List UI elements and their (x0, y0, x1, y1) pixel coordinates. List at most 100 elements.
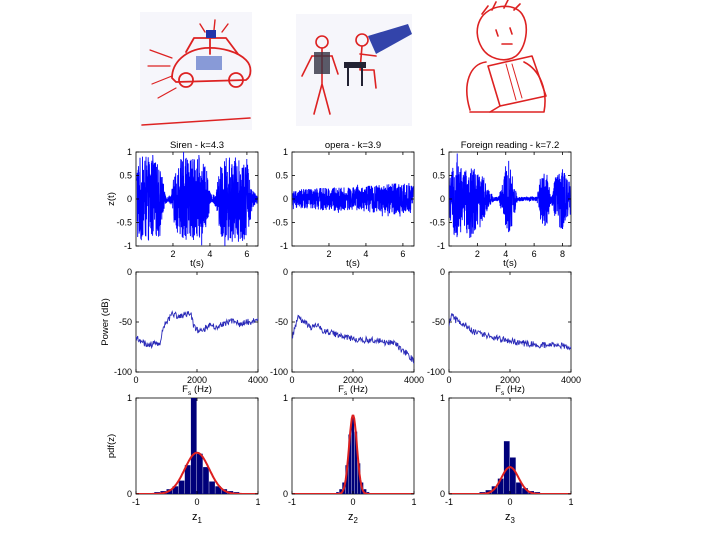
histogram-bar (190, 398, 197, 494)
plot-area (292, 414, 414, 494)
y-ticks: -100 -50 0 (270, 267, 414, 377)
x-axis-label: z3 (505, 511, 516, 525)
histogram-bar (348, 434, 352, 494)
x-tick-label: 0 (133, 375, 138, 385)
x-tick-label: 4 (207, 249, 212, 259)
histogram-bar (197, 453, 203, 494)
y-tick-label: -50 (432, 317, 445, 327)
plot-area (449, 441, 571, 494)
y-tick-label: 1 (127, 393, 132, 403)
siren-sketch (140, 12, 252, 130)
y-tick-label: 0 (440, 194, 445, 204)
x-axis-label: Fs (Hz) (338, 384, 368, 397)
y-ticks: 01 (440, 393, 571, 499)
x-tick-label: -1 (132, 497, 140, 507)
plot-area (136, 398, 258, 494)
axes-frame (448, 271, 572, 373)
x-tick-label: 6 (244, 249, 249, 259)
x-tick-label: 0 (507, 497, 512, 507)
histogram-bar (209, 481, 215, 494)
x-tick-label: 0 (446, 375, 451, 385)
y-tick-label: 0.5 (119, 171, 132, 181)
plot-area (292, 183, 414, 217)
histogram-bar (339, 489, 342, 494)
power-spectrum-line (292, 314, 414, 364)
x-tick-label: 4 (363, 249, 368, 259)
y-tick-label: 0 (283, 194, 288, 204)
y-tick-label: 1 (440, 393, 445, 403)
gaussian-fit-curve (292, 414, 414, 494)
x-tick-label: 2000 (343, 375, 363, 385)
x-tick-label: -1 (288, 497, 296, 507)
x-ticks: 0 2000 4000 (446, 272, 581, 385)
x-axis-label: t(s) (190, 258, 204, 269)
power-spectrum-line (449, 313, 571, 351)
y-tick-label: 0 (440, 489, 445, 499)
y-tick-label: -1 (280, 241, 288, 251)
x-tick-label: 4 (503, 249, 508, 259)
signal-waveform (136, 152, 258, 246)
x-tick-label: 0 (194, 497, 199, 507)
histogram-bar (215, 486, 221, 494)
x-tick-label: 4000 (404, 375, 424, 385)
x-tick-label: -1 (445, 497, 453, 507)
reading-sketch (466, 0, 547, 113)
y-tick-label: -50 (119, 317, 132, 327)
x-axis-label: Fs (Hz) (182, 384, 212, 397)
signal-waveform (449, 153, 571, 239)
axes-frame (291, 271, 415, 373)
x-ticks: 2 4 6 8 (475, 152, 565, 259)
x-ticks: 2 4 6 (170, 152, 249, 259)
x-tick-label: 2 (326, 249, 331, 259)
signal-waveform (292, 183, 414, 217)
y-axis-label: Power (dB) (100, 298, 111, 346)
y-tick-label: 0 (127, 194, 132, 204)
histogram-bar (178, 480, 185, 494)
histogram-bar (510, 457, 516, 494)
y-tick-label: -50 (275, 317, 288, 327)
y-tick-label: 0 (283, 489, 288, 499)
plot-area (449, 153, 571, 239)
y-ticks: 01 (283, 393, 414, 499)
y-tick-label: -0.5 (116, 218, 132, 228)
y-ticks: -100 -50 0 (427, 267, 571, 377)
gaussian-fit-curve (136, 451, 258, 494)
y-tick-label: -0.5 (429, 218, 445, 228)
x-tick-label: 2000 (500, 375, 520, 385)
y-tick-label: 1 (440, 147, 445, 157)
histogram-bar (172, 486, 179, 494)
y-ticks: 01 (127, 393, 258, 499)
power-spectrum-line (136, 310, 258, 350)
histogram-bar (203, 467, 209, 494)
x-tick-label: 2 (170, 249, 175, 259)
x-tick-label: 2 (475, 249, 480, 259)
chart-signal-foreign-reading: 2 4 6 8 -1 -0.5 0 0.5 1 Foreign reading - k=7.2 t(… (429, 140, 572, 269)
x-tick-label: 8 (560, 249, 565, 259)
histogram-bar (522, 488, 528, 494)
y-tick-label: -0.5 (272, 218, 288, 228)
x-ticks: 2 4 6 (326, 152, 405, 259)
y-tick-label: 0 (127, 489, 132, 499)
chart-title: opera - k=3.9 (325, 140, 381, 151)
y-ticks: -100 -50 0 (114, 267, 258, 377)
y-tick-label: -100 (114, 367, 132, 377)
y-tick-label: 0 (440, 267, 445, 277)
y-tick-label: -100 (270, 367, 288, 377)
y-tick-label: -100 (427, 367, 445, 377)
chart-spectrum-foreign-reading: 0 2000 4000 -100 -50 0 Fs (Hz) (427, 267, 581, 397)
chart-title: Foreign reading - k=7.2 (461, 140, 560, 151)
y-tick-label: 0 (127, 267, 132, 277)
x-tick-label: 4000 (248, 375, 268, 385)
chart-title: Siren - k=4.3 (170, 140, 224, 151)
y-tick-label: -1 (124, 241, 132, 251)
y-tick-label: 1 (127, 147, 132, 157)
chart-spectrum-siren: 0 2000 4000 -100 -50 0 Fs (Hz) Power (dB) (100, 267, 268, 397)
plot-area (136, 152, 258, 246)
chart-spectrum-opera: 0 2000 4000 -100 -50 0 Fs (Hz) (270, 267, 424, 397)
x-ticks: -1 0 1 (445, 398, 574, 507)
x-tick-label: 2000 (187, 375, 207, 385)
x-ticks: 0 2000 4000 (133, 272, 268, 385)
